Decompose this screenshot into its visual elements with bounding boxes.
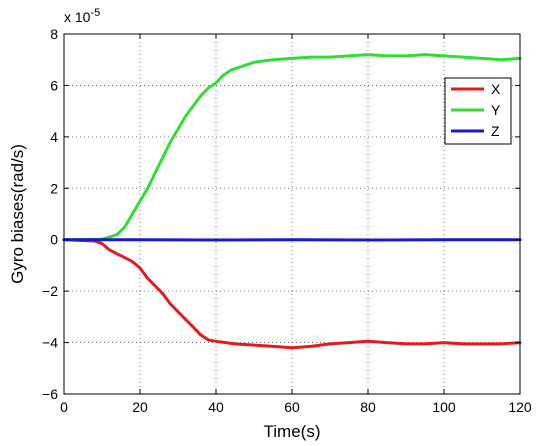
series-line-y [62, 53, 522, 242]
y-axis-title: Gyro biases(rad/s) [8, 144, 27, 284]
y-tick-label: 2 [50, 180, 58, 196]
x-tick-label: 80 [360, 399, 376, 415]
x-tick-label: 120 [508, 399, 532, 415]
x-tick-label: 0 [60, 399, 68, 415]
x-tick-label: 40 [208, 399, 224, 415]
axis-ticks: 0 20 40 60 80 100 120 −6 −4 −2 0 2 4 6 8 [42, 26, 532, 415]
y-tick-label: 0 [50, 232, 58, 248]
y-tick-label: −6 [42, 386, 58, 402]
series-lines [62, 53, 522, 350]
y-tick-label: −2 [42, 283, 58, 299]
y-multiplier: x 10-5 [64, 7, 100, 25]
series-line-x [62, 238, 522, 350]
y-tick-label: 8 [50, 26, 58, 42]
x-axis-title: Time(s) [264, 422, 321, 441]
x-tick-label: 20 [132, 399, 148, 415]
legend-label-y: Y [491, 102, 501, 118]
x-tick-label: 60 [284, 399, 300, 415]
x-tick-label: 100 [432, 399, 456, 415]
y-tick-label: −4 [42, 335, 58, 351]
legend: XYZ [444, 77, 512, 145]
legend-label-x: X [491, 81, 501, 97]
y-tick-label: 4 [50, 129, 58, 145]
y-multiplier-exponent: -5 [90, 7, 100, 19]
y-multiplier-base: x 10 [64, 9, 91, 25]
y-tick-label: 6 [50, 77, 58, 93]
legend-label-z: Z [491, 123, 500, 139]
